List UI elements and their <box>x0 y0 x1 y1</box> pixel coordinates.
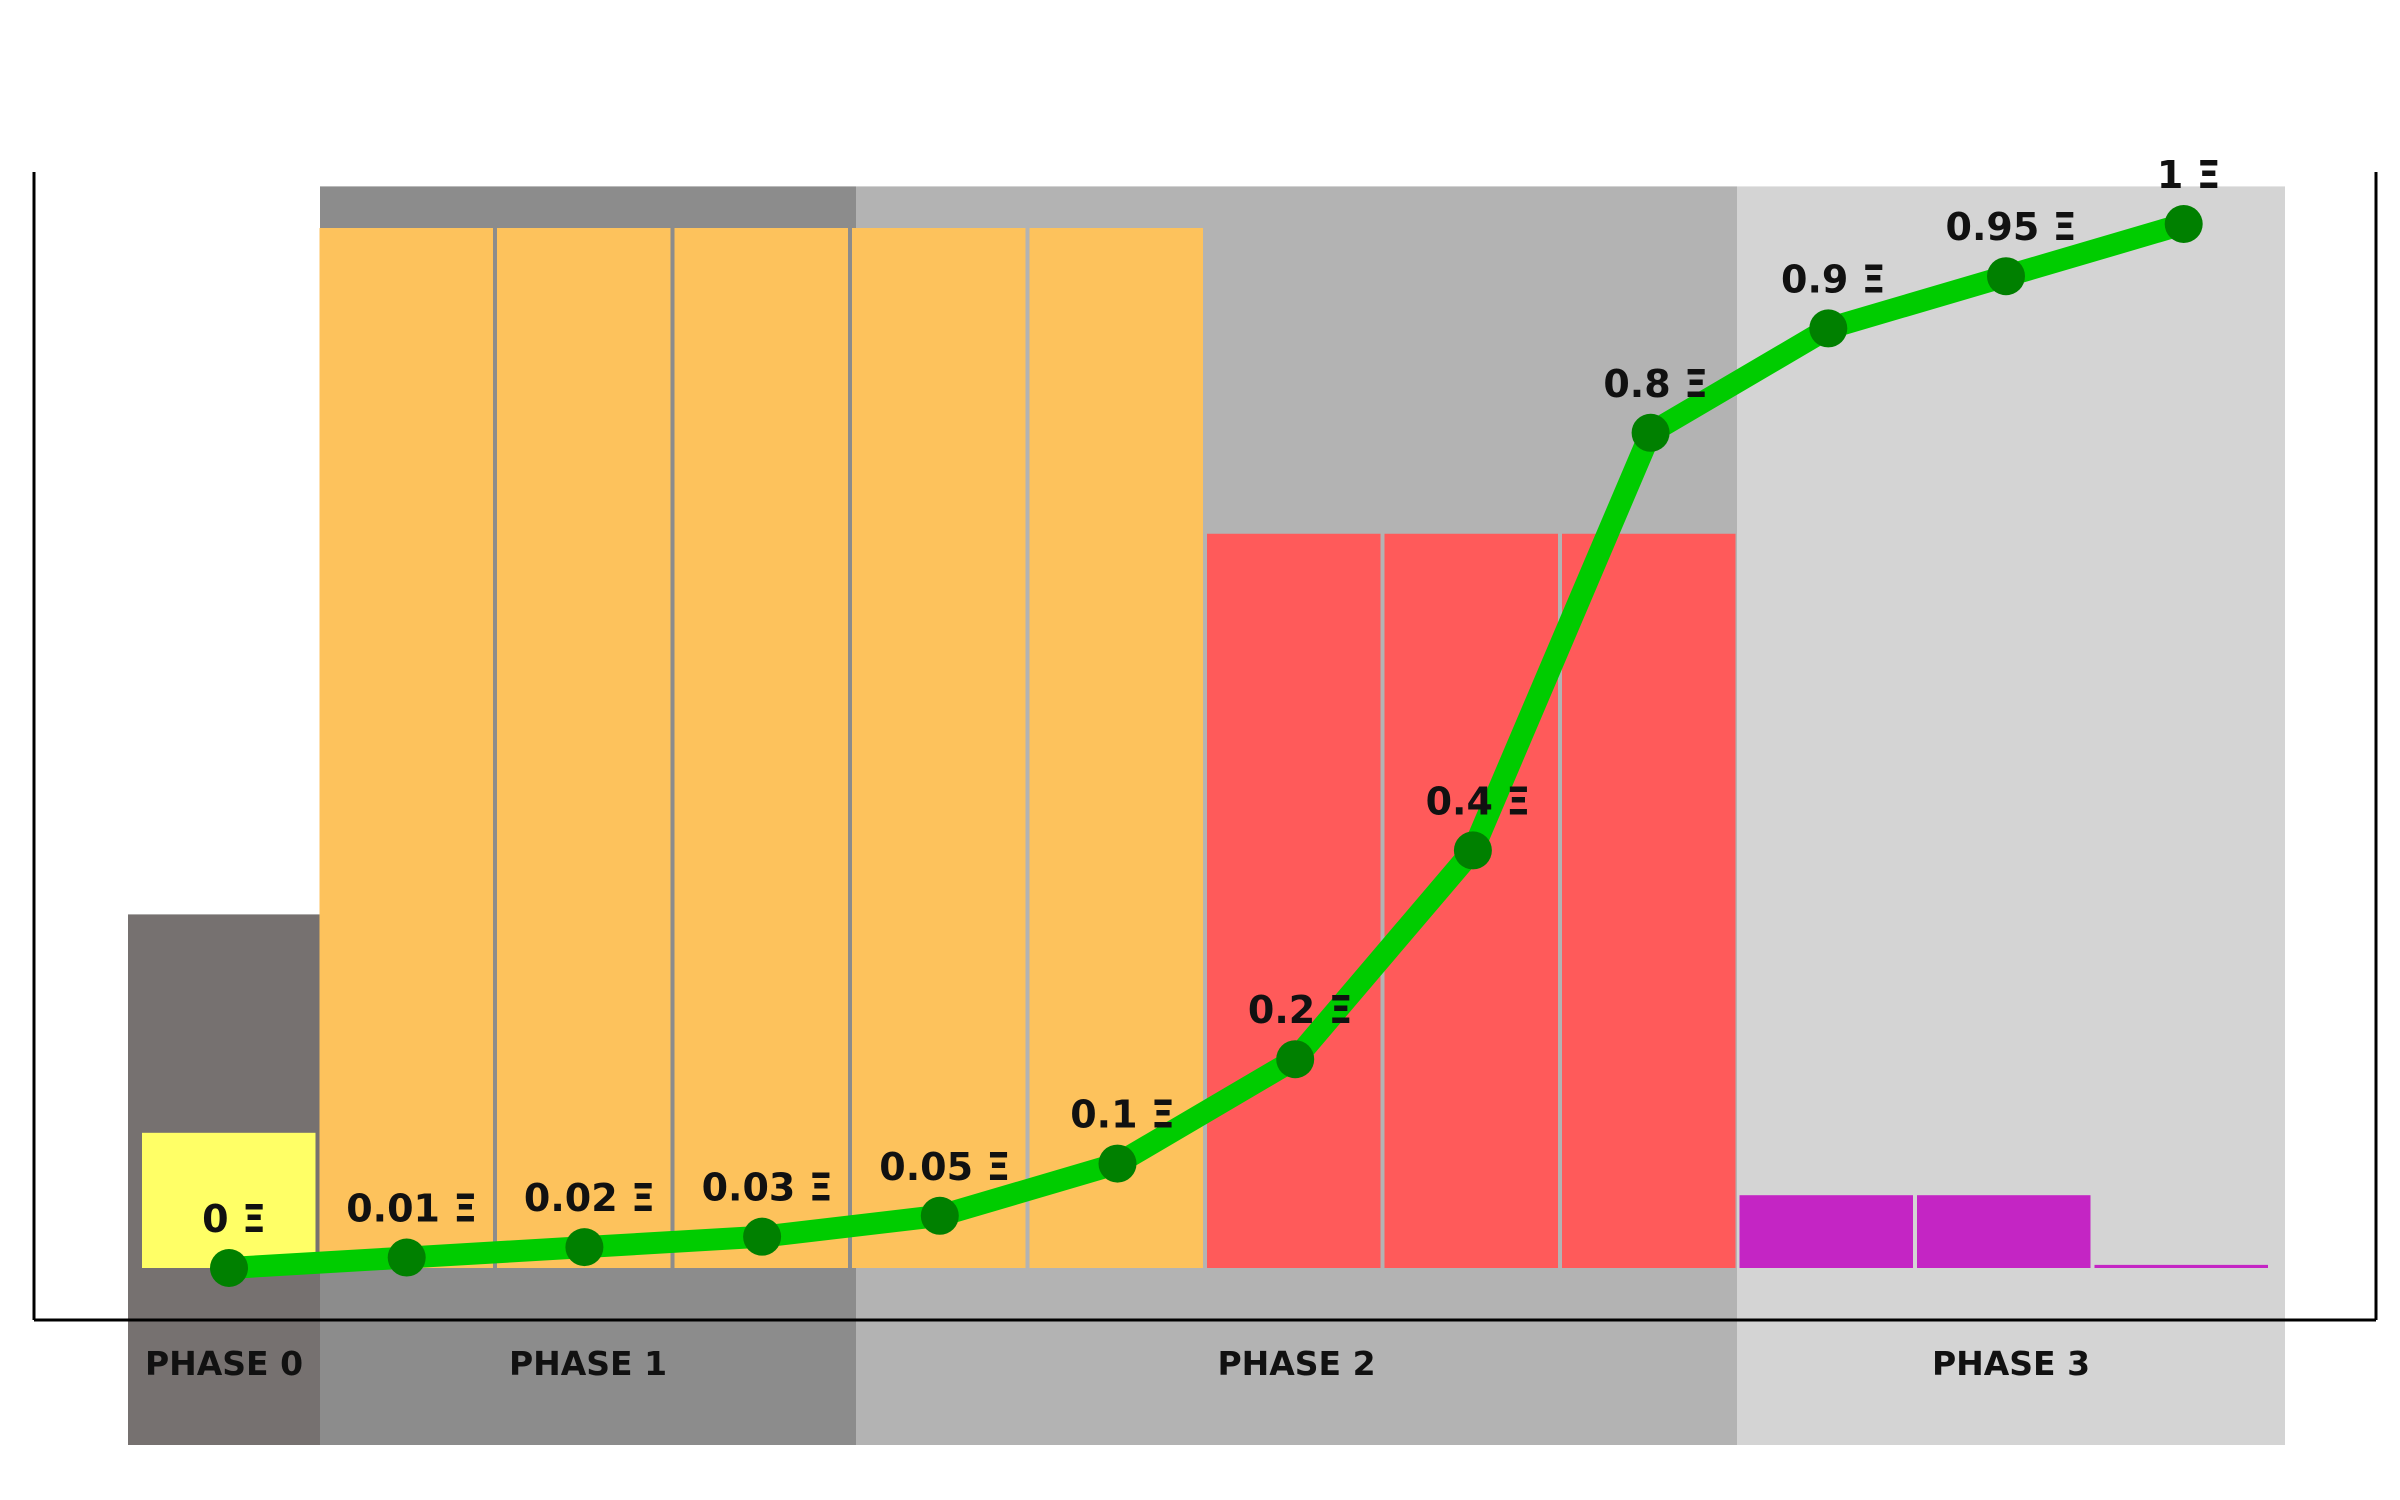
price-point-2 <box>565 1228 604 1267</box>
price-label-7: 0.4 Ξ <box>1426 779 1531 823</box>
bar-2 <box>497 228 671 1268</box>
price-point-10 <box>1987 257 2025 296</box>
bar-3 <box>674 228 848 1268</box>
price-label-6: 0.2 Ξ <box>1248 988 1353 1032</box>
price-labels: 0 Ξ 0.01 Ξ 0.02 Ξ 0.03 Ξ 0.05 Ξ 0.1 Ξ 0.2 Ξ 0.4… <box>202 153 2220 1241</box>
bar-8 <box>1562 533 1736 1268</box>
phase-2-label: PHASE 2 <box>1217 1344 1375 1383</box>
price-label-9: 0.9 Ξ <box>1781 257 1886 301</box>
price-point-5 <box>1098 1144 1137 1183</box>
phase-labels: PHASE 0 PHASE 1 PHASE 2 PHASE 3 <box>145 1344 2090 1383</box>
price-point-11 <box>2164 205 2203 243</box>
bar-7 <box>1384 533 1558 1268</box>
axes <box>32 172 2378 1322</box>
bar-0 <box>142 1132 316 1268</box>
price-point-3 <box>743 1217 782 1256</box>
price-point-8 <box>1631 413 1670 452</box>
price-label-2: 0.02 Ξ <box>524 1176 655 1220</box>
price-line-layer <box>210 205 2203 1287</box>
phase-1-label: PHASE 1 <box>509 1344 667 1383</box>
bar-9 <box>1739 1195 1913 1268</box>
price-point-4 <box>920 1196 959 1235</box>
bar-1 <box>319 228 493 1268</box>
price-label-5: 0.1 Ξ <box>1070 1093 1175 1137</box>
price-label-3: 0.03 Ξ <box>702 1166 833 1210</box>
price-point-1 <box>387 1238 426 1277</box>
bar-4 <box>852 228 1026 1268</box>
bar-11 <box>2094 1264 2268 1268</box>
price-label-1: 0.01 Ξ <box>346 1187 477 1231</box>
price-point-9 <box>1809 309 1848 348</box>
bar-10 <box>1917 1195 2091 1268</box>
price-point-0 <box>210 1249 248 1287</box>
bar-6 <box>1207 533 1381 1268</box>
price-label-4: 0.05 Ξ <box>879 1145 1010 1189</box>
phase-3-label: PHASE 3 <box>1932 1344 2090 1383</box>
price-label-0: 0 Ξ <box>202 1197 266 1241</box>
price-point-6 <box>1276 1040 1315 1079</box>
phase-0-label: PHASE 0 <box>145 1344 303 1383</box>
bar-5 <box>1029 228 1203 1268</box>
price-label-8: 0.8 Ξ <box>1603 362 1708 406</box>
bars <box>142 228 2268 1268</box>
price-label-10: 0.95 Ξ <box>1946 205 2077 249</box>
price-line <box>218 213 2195 1279</box>
price-label-11: 1 Ξ <box>2157 153 2221 197</box>
price-point-7 <box>1453 831 1492 870</box>
